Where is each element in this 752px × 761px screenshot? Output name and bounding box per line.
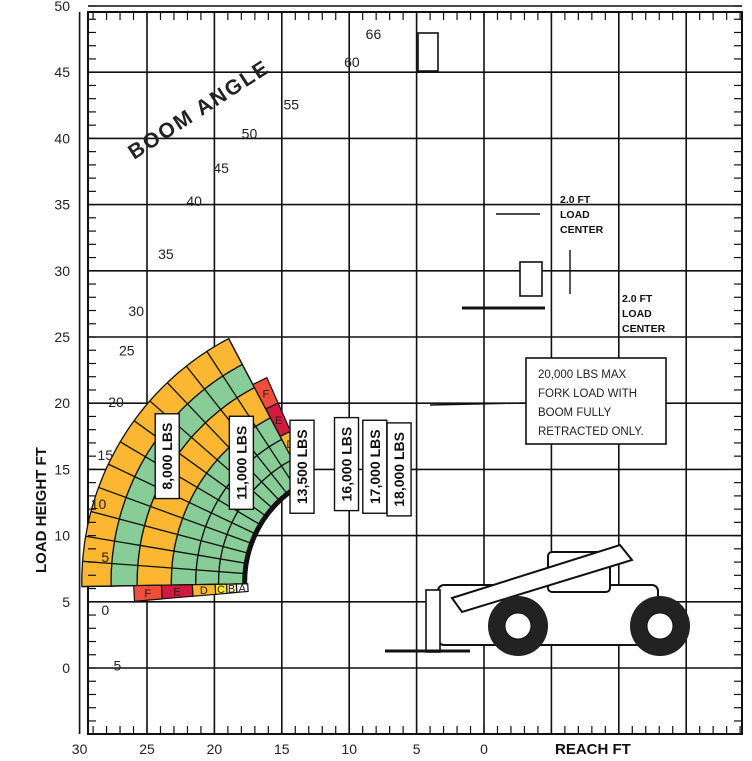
extension-letter: C bbox=[217, 584, 225, 596]
capacity-label-text: 11,000 LBS bbox=[233, 426, 249, 500]
extension-letter: B bbox=[228, 583, 235, 595]
note-callout: 20,000 LBS MAX FORK LOAD WITH BOOM FULLY RE… bbox=[429, 357, 667, 445]
capacity-label-box bbox=[386, 422, 412, 517]
load-center-line: 2.0 FT bbox=[622, 293, 653, 305]
load-center-line: 2.0 FT bbox=[560, 194, 591, 206]
load-center-line: CENTER bbox=[622, 323, 666, 335]
boom-angle-label: 30 bbox=[128, 303, 144, 319]
extension-letter: A bbox=[238, 583, 246, 595]
capacity-label-text: 8,000 LBS bbox=[159, 423, 175, 490]
boom-angle-label: 55 bbox=[283, 96, 299, 112]
capacity-label-box bbox=[289, 419, 315, 514]
capacity-label: 8,000 LBS bbox=[154, 413, 180, 500]
fork-carriage-low bbox=[425, 589, 441, 653]
capacity-label-text: 16,000 LBS bbox=[339, 427, 355, 502]
boom-angle-label: 35 bbox=[158, 246, 174, 262]
load-center-line: LOAD bbox=[560, 209, 590, 221]
boom-angle-label: 66 bbox=[366, 26, 382, 42]
x-tick-label: 10 bbox=[341, 741, 357, 757]
capacity-label-text: 17,000 LBS bbox=[367, 429, 383, 504]
y-tick-label: 25 bbox=[54, 329, 70, 345]
x-tick-label: 0 bbox=[480, 741, 488, 757]
y-tick-label: 10 bbox=[54, 528, 70, 544]
y-tick-label: 20 bbox=[54, 395, 70, 411]
boom-angle-label: 5 bbox=[113, 658, 121, 674]
boom-angle-label: 40 bbox=[186, 193, 202, 209]
boom-angle-label: 60 bbox=[344, 54, 360, 70]
x-tick-label: 5 bbox=[413, 741, 421, 757]
boom-angle-label: 10 bbox=[91, 496, 107, 512]
x-axis-title: REACH FT bbox=[555, 741, 631, 758]
note-line: RETRACTED ONLY. bbox=[538, 426, 644, 438]
extension-letter: E bbox=[173, 586, 180, 598]
plot-frame bbox=[87, 11, 743, 735]
capacity-label-box bbox=[154, 413, 180, 500]
boom-angle-label: 15 bbox=[97, 447, 113, 463]
y-tick-label: 0 bbox=[62, 660, 70, 676]
capacity-label-box bbox=[228, 415, 255, 510]
angle-line bbox=[85, 535, 247, 564]
boom-angle-label: 5 bbox=[101, 549, 109, 565]
load-center-upper: 2.0 FT LOAD CENTER bbox=[560, 194, 604, 236]
x-tick-label: 30 bbox=[72, 741, 88, 757]
angle-line bbox=[108, 463, 256, 535]
note-box bbox=[525, 357, 667, 445]
load-center-lower: 2.0 FT LOAD CENTER bbox=[622, 293, 666, 335]
extension-letter: D bbox=[200, 585, 208, 597]
x-tick-label: 15 bbox=[274, 741, 290, 757]
boom-angle-label: 0 bbox=[101, 602, 109, 618]
boom-angle-label: 20 bbox=[108, 394, 124, 410]
angle-line bbox=[90, 510, 249, 554]
capacity-label: 17,000 LBS bbox=[362, 419, 388, 514]
y-tick-label: 5 bbox=[62, 594, 70, 610]
angle-line bbox=[98, 486, 252, 545]
angle-line bbox=[166, 382, 281, 502]
machine-boom bbox=[450, 543, 634, 614]
load-center-line: CENTER bbox=[560, 224, 604, 236]
boom-angle-label: 25 bbox=[119, 343, 135, 359]
y-tick-label: 45 bbox=[54, 64, 70, 80]
inner-boom-arc bbox=[242, 480, 306, 584]
front-hub bbox=[504, 612, 532, 640]
load-center-line: LOAD bbox=[622, 308, 652, 320]
capacity-label-text: 13,500 LBS bbox=[294, 429, 310, 504]
extension-letter: F bbox=[262, 388, 269, 400]
y-tick-label: 35 bbox=[54, 197, 70, 213]
y-tick-label: 50 bbox=[54, 0, 70, 14]
capacity-zones bbox=[81, 337, 306, 588]
boom-angle-label: 45 bbox=[213, 160, 229, 176]
y-tick-label: 15 bbox=[54, 461, 70, 477]
angle-line bbox=[119, 441, 261, 526]
extension-band-top bbox=[251, 376, 279, 410]
capacity-label: 13,500 LBS bbox=[289, 419, 315, 514]
capacity-label-box bbox=[333, 416, 360, 512]
fork-carriage-high bbox=[519, 261, 543, 297]
extension-letter: E bbox=[275, 415, 282, 427]
note-pointer bbox=[429, 402, 527, 406]
y-axis-title: LOAD HEIGHT FT bbox=[33, 447, 50, 573]
capacity-label: 18,000 LBS bbox=[386, 422, 412, 517]
y-tick-label: 40 bbox=[54, 130, 70, 146]
capacity-label-text: 18,000 LBS bbox=[391, 432, 407, 507]
capacity-label: 11,000 LBS bbox=[228, 415, 255, 510]
x-tick-label: 25 bbox=[139, 741, 155, 757]
capacity-label: 16,000 LBS bbox=[333, 416, 360, 512]
telehandler-drawing bbox=[385, 32, 690, 656]
extension-band-bottom bbox=[133, 584, 163, 602]
angle-line bbox=[82, 560, 246, 575]
extension-letter: F bbox=[144, 588, 151, 600]
rear-hub bbox=[646, 612, 674, 640]
extension-bands: AABBCCDDEEFF bbox=[133, 376, 314, 602]
note-line: 20,000 LBS MAX bbox=[538, 369, 627, 381]
x-tick-label: 20 bbox=[207, 741, 223, 757]
boom-arcs bbox=[242, 480, 306, 584]
note-line: FORK LOAD WITH bbox=[538, 388, 637, 400]
boom-angle-label: 50 bbox=[242, 125, 258, 141]
y-tick-label: 30 bbox=[54, 263, 70, 279]
fork-carriage-top bbox=[417, 32, 439, 72]
note-line: BOOM FULLY bbox=[538, 407, 612, 419]
